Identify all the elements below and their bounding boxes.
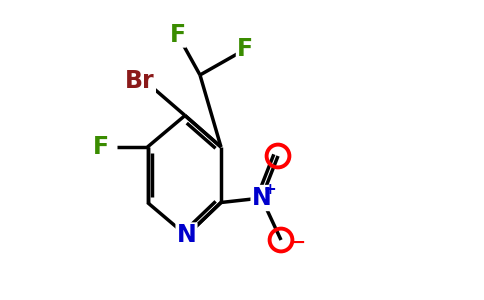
Text: N: N (252, 186, 272, 210)
Text: −: − (290, 234, 305, 252)
Text: N: N (177, 224, 197, 248)
Text: +: + (263, 182, 276, 196)
Text: F: F (237, 38, 253, 62)
Text: F: F (93, 135, 109, 159)
Text: Br: Br (125, 69, 155, 93)
Text: F: F (169, 22, 185, 46)
